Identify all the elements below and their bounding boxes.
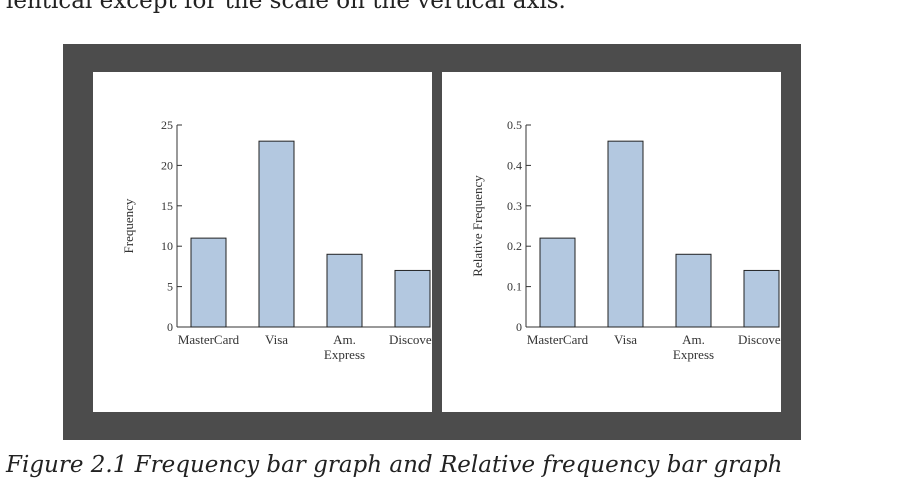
caption-bottom: Figure 2.1 Frequency bar graph and Relat… — [6, 452, 783, 478]
y-tick-label: 0.5 — [507, 118, 522, 132]
figure-frame: 0 5 10 15 20 25 Frequency MasterCard Visa Am. Expr… — [63, 44, 801, 440]
relative-frequency-bar-chart: 0 0.1 0.2 0.3 0.4 0.5 Relative Frequency Master… — [470, 118, 781, 362]
y-tick-label: 0 — [516, 320, 522, 334]
caption-top: lentical except for the scale on the ver… — [6, 0, 566, 14]
y-axis-title: Relative Frequency — [470, 175, 485, 277]
category-label: MasterCard — [527, 332, 589, 347]
bar-discover — [394, 269, 431, 328]
category-label: Visa — [614, 332, 637, 347]
panel-relative-frequency: 0 0.1 0.2 0.3 0.4 0.5 Relative Frequency Master… — [442, 72, 781, 412]
y-tick-label: 25 — [161, 118, 173, 132]
category-label: Discover — [389, 332, 432, 347]
y-tick-label: 15 — [161, 199, 173, 213]
bar-am-express — [675, 253, 712, 328]
bar-visa — [607, 140, 644, 328]
frequency-bar-chart: 0 5 10 15 20 25 Frequency MasterCard Visa Am.Expr… — [121, 118, 432, 362]
y-tick-label: 20 — [161, 158, 173, 172]
y-tick-label: 10 — [161, 239, 173, 253]
y-tick-label: 0.3 — [507, 199, 522, 213]
category-label: Express — [673, 347, 714, 362]
category-label: Visa — [265, 332, 288, 347]
category-label: Discover — [738, 332, 781, 347]
category-label: Am. — [682, 332, 705, 347]
category-label: MasterCard — [178, 332, 240, 347]
y-tick-label: 0 — [167, 320, 173, 334]
y-tick-label: 5 — [167, 280, 173, 294]
category-label: Express — [324, 347, 365, 362]
panel-frequency: 0 5 10 15 20 25 Frequency MasterCard Visa Am. Expr… — [93, 72, 432, 412]
bar-discover — [743, 269, 780, 328]
bar-mastercard — [190, 237, 227, 328]
y-tick-label: 0.1 — [507, 280, 522, 294]
y-axis-title: Frequency — [121, 198, 136, 253]
y-tick-label: 0.4 — [507, 158, 522, 172]
bar-visa — [258, 140, 295, 328]
category-label: Am. — [333, 332, 356, 347]
bar-mastercard — [539, 237, 576, 328]
y-tick-label: 0.2 — [507, 239, 522, 253]
bar-am-express — [326, 253, 363, 328]
